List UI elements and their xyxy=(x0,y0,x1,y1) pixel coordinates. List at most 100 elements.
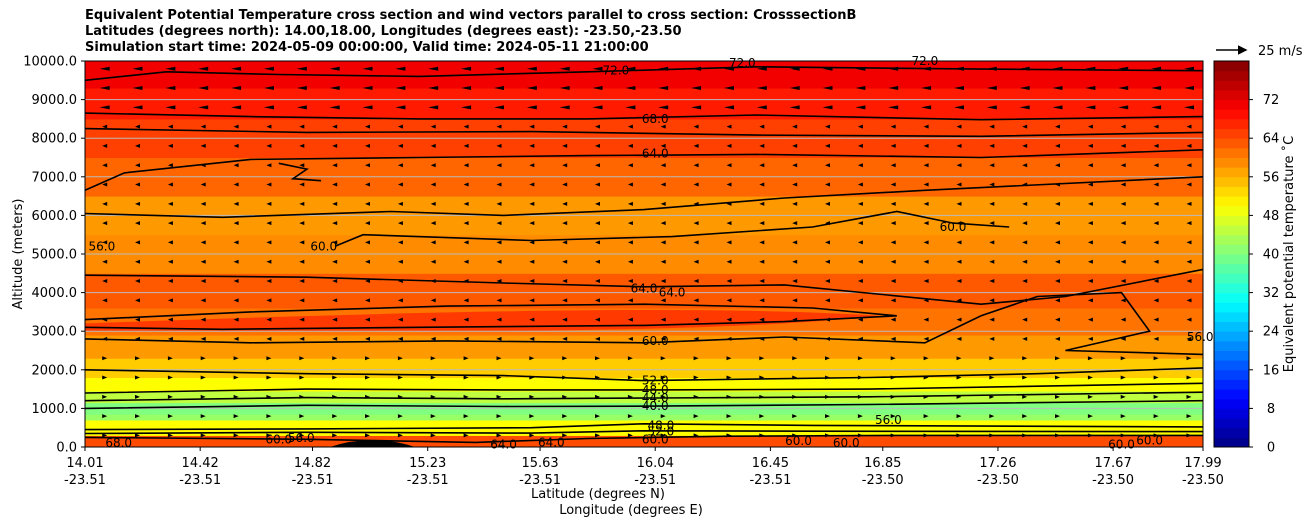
colorbar-tick-label: 64 xyxy=(1263,132,1280,147)
wind-arrow xyxy=(1087,279,1093,284)
wind-arrow xyxy=(332,433,338,438)
wind-arrow xyxy=(595,298,600,303)
wind-arrow xyxy=(562,163,568,168)
temperature-band xyxy=(85,414,1203,421)
wind-arrow xyxy=(923,356,929,361)
wind-arrow xyxy=(855,66,866,71)
contour-line xyxy=(85,127,1203,138)
wind-arrow xyxy=(1186,414,1192,419)
contour-label: 56.0 xyxy=(875,413,902,427)
wind-arrow xyxy=(923,259,929,264)
colorbar-tick-label: 8 xyxy=(1267,402,1275,417)
wind-arrow xyxy=(1186,221,1192,226)
wind-arrow xyxy=(759,163,765,168)
contour-label: 48.0 xyxy=(642,383,669,397)
wind-arrow xyxy=(890,433,896,438)
contour-line xyxy=(278,162,322,182)
wind-arrow xyxy=(986,66,997,71)
wind-arrow xyxy=(198,66,209,71)
wind-arrow xyxy=(726,279,732,284)
wind-arrow xyxy=(890,279,896,284)
wind-arrow xyxy=(1151,66,1162,71)
x-tick-label-lon: -23.51 xyxy=(64,473,106,488)
wind-arrow xyxy=(233,143,239,148)
wind-arrow xyxy=(1055,124,1060,129)
wind-arrow xyxy=(200,317,206,322)
wind-arrow xyxy=(562,356,568,361)
wind-arrow xyxy=(1186,163,1192,168)
wind-arrow xyxy=(726,433,732,438)
wind-arrow xyxy=(954,86,964,91)
contour-line xyxy=(85,65,1203,82)
wind-arrow xyxy=(1022,356,1028,361)
wind-arrow xyxy=(135,336,140,341)
wind-arrow xyxy=(890,143,896,148)
wind-arrow xyxy=(332,163,338,168)
wind-arrow xyxy=(923,298,929,303)
wind-arrow xyxy=(989,298,995,303)
wind-arrow xyxy=(923,375,929,380)
wind-arrow xyxy=(397,279,403,284)
wind-arrow xyxy=(263,86,274,91)
wind-arrow xyxy=(463,394,469,399)
wind-arrow xyxy=(923,336,929,341)
wind-arrow xyxy=(165,86,176,91)
colorbar-segment xyxy=(1214,292,1249,303)
wind-arrow xyxy=(792,394,798,399)
x-tick-label-lon: -23.51 xyxy=(179,473,221,488)
wind-arrow xyxy=(529,240,535,245)
wind-arrow xyxy=(789,66,800,71)
wind-arrow xyxy=(1120,433,1126,438)
wind-arrow xyxy=(1118,86,1129,91)
wind-arrow xyxy=(1151,105,1162,110)
wind-arrow xyxy=(397,259,403,264)
wind-arrow xyxy=(1120,336,1126,341)
y-tick-label: 6000.0 xyxy=(32,209,78,224)
wind-arrow xyxy=(428,105,439,110)
wind-arrow xyxy=(595,433,600,438)
wind-arrow xyxy=(463,143,469,148)
wind-arrow xyxy=(759,394,765,399)
wind-arrow xyxy=(726,124,732,129)
wind-arrow xyxy=(1118,66,1129,71)
colorbar-segment xyxy=(1214,321,1249,332)
wind-arrow xyxy=(726,163,732,168)
wind-arrow xyxy=(167,221,173,226)
wind-arrow xyxy=(167,298,173,303)
wind-arrow xyxy=(102,356,108,361)
wind-arrow xyxy=(463,433,469,438)
wind-arrow xyxy=(1022,336,1028,341)
wind-arrow xyxy=(299,279,305,284)
wind-arrow xyxy=(890,182,896,187)
contour-line xyxy=(85,176,1203,219)
x-tick-label-lat: 17.99 xyxy=(1184,456,1221,471)
wind-arrow xyxy=(296,86,307,91)
wind-arrow xyxy=(263,105,274,110)
wind-arrow xyxy=(102,182,108,187)
wind-arrow xyxy=(1052,105,1063,110)
wind-arrow xyxy=(266,163,272,168)
wind-arrow xyxy=(1087,356,1093,361)
wind-arrow xyxy=(397,433,403,438)
wind-arrow xyxy=(365,182,370,187)
wind-arrow xyxy=(759,221,765,226)
wind-arrow xyxy=(627,279,633,284)
wind-arrow xyxy=(496,259,502,264)
wind-arrow xyxy=(1186,375,1192,380)
wind-arrow xyxy=(102,259,108,264)
wind-arrow xyxy=(529,259,535,264)
wind-arrow xyxy=(595,124,600,129)
wind-arrow xyxy=(135,394,140,399)
contour-line xyxy=(85,291,1203,356)
x-tick-label-lon: -23.51 xyxy=(749,473,791,488)
wind-arrow xyxy=(890,240,896,245)
colorbar-tick-label: 32 xyxy=(1263,286,1280,301)
wind-arrow xyxy=(1022,240,1028,245)
wind-arrow xyxy=(660,414,666,419)
wind-arrow xyxy=(1052,86,1063,91)
wind-arrow xyxy=(135,259,140,264)
y-tick-label: 3000.0 xyxy=(32,325,78,340)
wind-arrow xyxy=(562,414,568,419)
wind-arrow xyxy=(198,86,209,91)
x-axis: 14.01 -23.51 14.42 -23.51 14.82 -23.51 15.23 -2… xyxy=(64,447,1224,488)
